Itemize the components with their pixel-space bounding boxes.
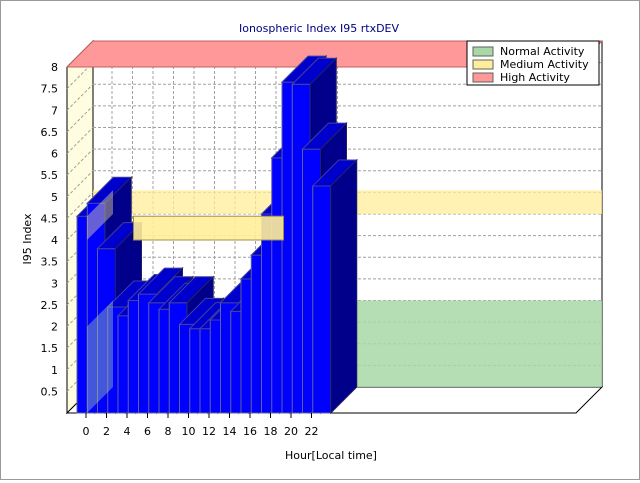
legend-entry: High Activity [500, 71, 570, 84]
x-tick-label: 20 [284, 425, 298, 438]
grid-line-wall [66, 83, 94, 111]
band-overlay [87, 190, 113, 240]
x-tick-label: 16 [243, 425, 257, 438]
y-tick-label: 1 [51, 364, 58, 377]
y-axis-label: I95 Index [21, 213, 34, 265]
legend-swatch [472, 46, 494, 57]
band-overlay [87, 300, 113, 413]
y-tick-label: 8 [51, 61, 58, 74]
legend-swatch [472, 59, 494, 70]
y-tick-label: 7.5 [41, 83, 59, 96]
legend-entry: Normal Activity [500, 45, 585, 58]
chart-title: Ionospheric Index I95 rtxDEV [239, 22, 400, 35]
bar-side [330, 158, 358, 415]
y-tick-label: 3 [51, 277, 58, 290]
band-overlay [133, 215, 284, 241]
x-tick-label: 4 [124, 425, 131, 438]
plot-area: 0.511.522.533.544.555.566.577.580 2 4 6 8 10 1… [41, 39, 604, 438]
y-tick-label: 6.5 [41, 126, 59, 139]
y-tick-label: 5 [51, 191, 58, 204]
grid-line-wall [66, 105, 94, 133]
x-tick-label: 0 [83, 425, 90, 438]
y-tick-label: 4.5 [41, 212, 59, 225]
y-tick-label: 3.5 [41, 256, 59, 269]
y-tick-label: 6 [51, 148, 58, 161]
grid-line-wall [66, 127, 94, 154]
y-tick-label: 2.5 [41, 299, 59, 312]
x-tick-label: 12 [202, 425, 216, 438]
y-tick-label: 5.5 [41, 169, 59, 182]
bar [312, 185, 332, 414]
x-tick-label: 18 [264, 425, 278, 438]
grid-line-wall [66, 148, 94, 176]
x-tick-label: 6 [144, 425, 151, 438]
y-tick-label: 4 [51, 234, 58, 247]
x-tick-label: 8 [165, 425, 172, 438]
x-axis-label: Hour[Local time] [285, 449, 377, 462]
y-tick-label: 2 [51, 321, 58, 334]
x-tick-label: 10 [182, 425, 196, 438]
y-tick-label: 0.5 [41, 385, 59, 398]
legend-swatch [472, 72, 494, 83]
grid-line-wall [66, 170, 94, 198]
x-tick-label: 2 [103, 425, 110, 438]
y-tick-label: 7 [51, 104, 58, 117]
y-tick-label: 1.5 [41, 342, 59, 355]
x-tick-label: 22 [305, 425, 319, 438]
grid-line-wall [66, 192, 94, 219]
x-tick-label: 14 [223, 425, 237, 438]
legend-entry: Medium Activity [500, 58, 589, 71]
